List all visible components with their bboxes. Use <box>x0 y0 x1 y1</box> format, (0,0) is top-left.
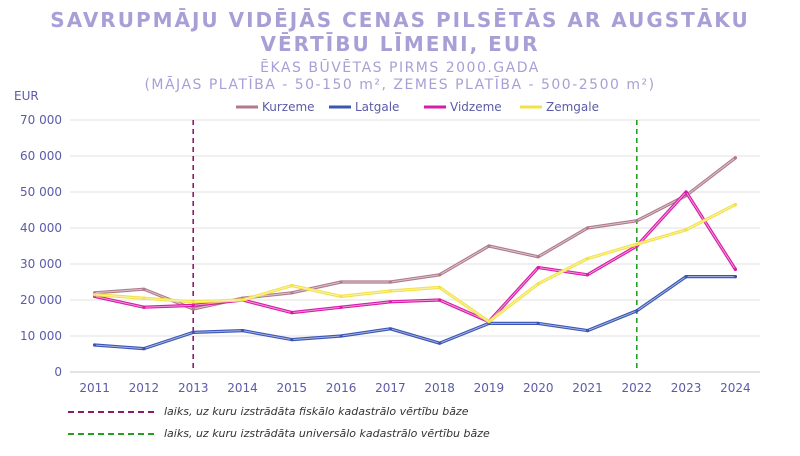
data-point-latgale <box>388 327 392 331</box>
data-point-vidzeme <box>191 303 195 307</box>
data-point-latgale <box>191 330 195 334</box>
series-line-highlight-latgale <box>94 276 736 350</box>
data-point-latgale <box>536 321 540 325</box>
data-point-vidzeme <box>585 273 590 277</box>
data-point-zemgale <box>536 282 540 286</box>
x-tick-label: 2022 <box>622 381 653 395</box>
chart-title-line-2: VĒRTĪBU LĪMENI, EUR <box>260 32 540 56</box>
y-tick-label: 70 000 <box>20 113 62 127</box>
data-point-vidzeme <box>142 305 146 309</box>
legend-label-vidzeme: Vidzeme <box>450 100 502 114</box>
footnote-fiscal-dash <box>68 411 154 413</box>
footnote-universal: laiks, uz kuru izstrādāta universālo kad… <box>68 426 490 442</box>
data-point-vidzeme <box>684 190 688 194</box>
data-point-zemgale <box>240 298 245 302</box>
chart-subtitle-line-2: (MĀJAS PLATĪBA - 50-150 m², ZEMES PLATĪB… <box>144 77 656 93</box>
data-point-kurzeme <box>191 307 195 311</box>
x-tick-label: 2020 <box>523 381 554 395</box>
data-point-zemgale <box>438 285 442 289</box>
y-tick-label: 60 000 <box>20 149 62 163</box>
series-line-highlight-vidzeme <box>94 191 736 323</box>
data-point-vidzeme <box>733 267 737 271</box>
footnote-fiscal: laiks, uz kuru izstrādāta fiskālo kadast… <box>68 404 468 420</box>
data-point-zemgale <box>733 203 737 207</box>
data-point-kurzeme <box>635 219 639 223</box>
data-point-latgale <box>635 309 639 313</box>
x-tick-label: 2015 <box>277 381 308 395</box>
x-tick-label: 2018 <box>424 381 455 395</box>
y-tick-label: 10 000 <box>20 329 62 343</box>
data-point-kurzeme <box>339 280 343 284</box>
x-tick-label: 2024 <box>720 381 751 395</box>
series-line-highlight-zemgale <box>94 204 736 323</box>
chart-subtitle-line-1: ĒKAS BŪVĒTAS PIRMS 2000.GADA <box>260 60 540 76</box>
data-point-zemgale <box>487 320 491 324</box>
series-line-latgale <box>92 275 738 351</box>
data-point-latgale <box>684 275 688 279</box>
data-point-latgale <box>585 329 590 333</box>
data-point-vidzeme <box>339 305 343 309</box>
data-point-kurzeme <box>536 255 540 259</box>
data-point-vidzeme <box>438 298 442 302</box>
data-point-zemgale <box>191 300 195 304</box>
x-tick-label: 2012 <box>129 381 160 395</box>
footnote-universal-label: laiks, uz kuru izstrādāta universālo kad… <box>164 427 490 440</box>
x-tick-label: 2016 <box>326 381 357 395</box>
x-tick-label: 2014 <box>227 381 258 395</box>
y-axis-label: EUR <box>14 89 39 103</box>
data-point-vidzeme <box>290 311 294 315</box>
data-point-zemgale <box>290 284 294 288</box>
data-point-latgale <box>93 343 97 347</box>
data-point-zemgale <box>635 242 639 246</box>
data-point-latgale <box>339 334 343 338</box>
data-point-zemgale <box>93 293 97 297</box>
x-tick-label: 2019 <box>474 381 505 395</box>
data-point-zemgale <box>684 228 688 232</box>
data-point-latgale <box>290 338 294 342</box>
series-line-kurzeme <box>92 156 738 311</box>
x-tick-label: 2023 <box>671 381 702 395</box>
legend-label-latgale: Latgale <box>355 100 399 114</box>
data-point-kurzeme <box>388 280 392 284</box>
data-point-latgale <box>733 275 737 279</box>
y-tick-label: 0 <box>54 365 62 379</box>
data-point-kurzeme <box>585 226 590 230</box>
footnote-universal-dash <box>68 433 154 435</box>
data-point-vidzeme <box>536 266 540 270</box>
data-point-latgale <box>240 329 245 333</box>
legend-label-zemgale: Zemgale <box>546 100 599 114</box>
footnote-fiscal-label: laiks, uz kuru izstrādāta fiskālo kadast… <box>164 405 469 418</box>
data-point-zemgale <box>388 289 392 293</box>
x-tick-label: 2021 <box>572 381 603 395</box>
y-tick-label: 30 000 <box>20 257 62 271</box>
data-point-kurzeme <box>733 156 737 160</box>
data-point-vidzeme <box>388 300 392 304</box>
data-point-zemgale <box>339 294 343 298</box>
data-point-kurzeme <box>487 244 491 248</box>
chart-title-line-1: SAVRUPMĀJU VIDĒJĀS CENAS PILSĒTĀS AR AUG… <box>50 8 750 32</box>
y-tick-label: 40 000 <box>20 221 62 235</box>
data-point-kurzeme <box>438 273 442 277</box>
data-point-zemgale <box>585 257 590 261</box>
y-tick-label: 50 000 <box>20 185 62 199</box>
x-tick-label: 2011 <box>79 381 110 395</box>
y-tick-label: 20 000 <box>20 293 62 307</box>
data-point-kurzeme <box>290 291 294 295</box>
x-tick-label: 2013 <box>178 381 209 395</box>
data-point-kurzeme <box>142 287 146 291</box>
data-point-latgale <box>438 341 442 345</box>
data-point-latgale <box>142 347 146 351</box>
legend-label-kurzeme: Kurzeme <box>262 100 315 114</box>
data-point-zemgale <box>142 296 146 300</box>
x-tick-label: 2017 <box>375 381 406 395</box>
series-line-highlight-kurzeme <box>94 157 736 310</box>
